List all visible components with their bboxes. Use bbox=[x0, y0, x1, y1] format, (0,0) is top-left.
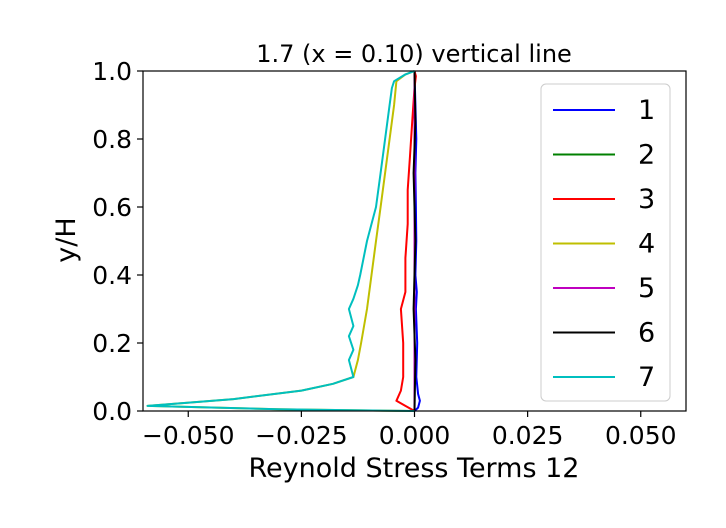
series-line-7 bbox=[146, 70, 415, 412]
x-axis-label: Reynold Stress Terms 12 bbox=[248, 453, 579, 484]
y-axis-ticks: 0.0 0.2 0.4 0.6 0.8 1.0 bbox=[92, 57, 143, 426]
series-line-3 bbox=[395, 70, 417, 412]
legend: 1 2 3 4 5 6 7 bbox=[540, 83, 671, 402]
series-line-4 bbox=[146, 70, 415, 412]
legend-label-1: 1 bbox=[638, 95, 655, 126]
x-tick-label: 0.025 bbox=[492, 421, 564, 450]
legend-label-2: 2 bbox=[638, 140, 655, 171]
y-tick-label: 0.2 bbox=[92, 329, 132, 358]
y-axis-label: y/H bbox=[51, 217, 82, 262]
series-line-6 bbox=[412, 70, 417, 412]
x-tick-label: −0.050 bbox=[142, 421, 235, 450]
chart-title: 1.7 (x = 0.10) vertical line bbox=[256, 40, 572, 68]
legend-label-6: 6 bbox=[638, 318, 655, 349]
y-tick-label: 0.0 bbox=[92, 397, 132, 426]
legend-label-3: 3 bbox=[638, 184, 655, 215]
x-axis-ticks: −0.050 −0.025 0.000 0.025 0.050 bbox=[142, 411, 677, 450]
series-line-1 bbox=[413, 70, 421, 412]
y-tick-label: 0.4 bbox=[92, 261, 132, 290]
x-tick-label: 0.050 bbox=[605, 421, 677, 450]
x-tick-label: −0.025 bbox=[255, 421, 348, 450]
y-tick-label: 0.8 bbox=[92, 125, 132, 154]
legend-label-7: 7 bbox=[638, 362, 655, 393]
y-tick-label: 0.6 bbox=[92, 193, 132, 222]
legend-label-5: 5 bbox=[638, 273, 655, 304]
x-tick-label: 0.000 bbox=[379, 421, 451, 450]
plot-lines bbox=[146, 70, 421, 412]
legend-label-4: 4 bbox=[638, 229, 655, 260]
y-tick-label: 1.0 bbox=[92, 57, 132, 86]
